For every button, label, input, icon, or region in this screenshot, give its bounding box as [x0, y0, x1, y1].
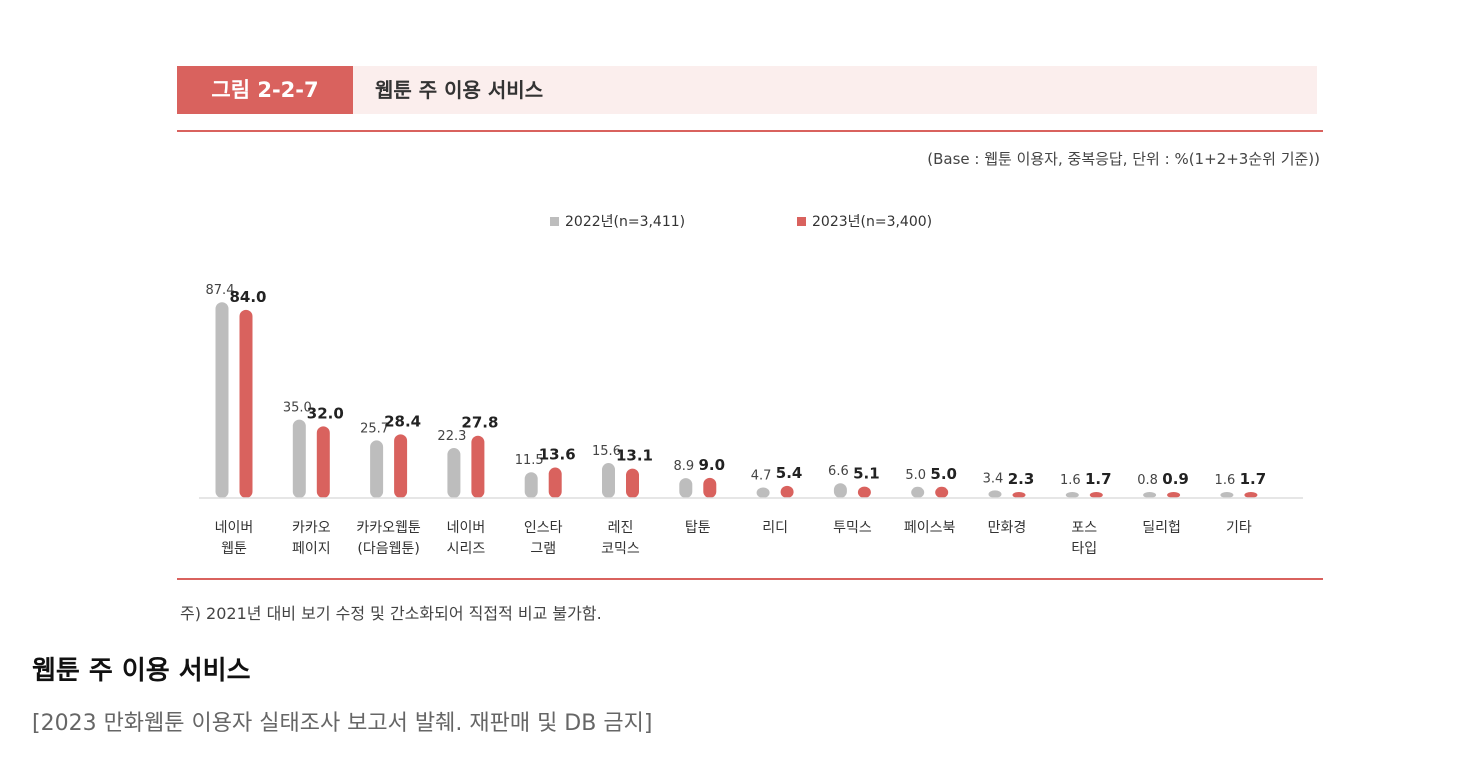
bar-1-1 [316, 426, 330, 498]
bar-9-0 [911, 486, 925, 498]
value-label-4-1: 13.6 [539, 446, 576, 464]
bar-0-1 [239, 309, 253, 498]
legend-label-1: 2023년(n=3,400) [812, 214, 932, 230]
bar-3-1 [471, 435, 485, 498]
bar-chart: 2022년(n=3,411) 2023년(n=3,400) 87.484.0 35.… [199, 214, 1303, 557]
category-label-12-0: 딜리헙 [1142, 520, 1181, 536]
value-label-2-0: 25.7 [360, 421, 389, 436]
bar-3-0 [447, 448, 461, 498]
category-label-2-0: 카카오웹툰 [356, 520, 421, 536]
value-label-9-0: 5.0 [905, 468, 926, 483]
value-label-8-0: 6.6 [828, 464, 849, 479]
value-label-4-0: 11.5 [515, 453, 544, 468]
value-label-11-1: 1.7 [1085, 470, 1112, 488]
category-label-4-1: 그램 [530, 541, 556, 557]
bar-8-1 [857, 486, 871, 498]
value-label-12-0: 0.8 [1137, 473, 1158, 488]
category-label-3-0: 네이버 [447, 520, 486, 536]
category-label-8-0: 투믹스 [833, 520, 872, 536]
category-label-7-0: 리디 [762, 520, 788, 536]
category-label-2-1: (다음웹툰) [357, 541, 419, 557]
value-label-10-1: 2.3 [1008, 470, 1035, 488]
footer-divider [177, 578, 1323, 580]
category-label-9-0: 페이스북 [904, 520, 956, 536]
legend-label-0: 2022년(n=3,411) [565, 214, 685, 230]
header-divider [177, 130, 1323, 132]
bar-6-0 [679, 478, 693, 498]
chart-bars: 87.484.0 35.032.0 25.728.4 22.327.8 11.513.6… [206, 283, 1267, 498]
base-note: (Base : 웹툰 이용자, 중복응답, 단위 : %(1+2+3순위 기준)… [927, 150, 1320, 168]
bar-8-0 [833, 483, 847, 498]
category-label-0-1: 웹툰 [221, 541, 247, 557]
value-label-5-0: 15.6 [592, 444, 621, 459]
legend-swatch-0 [550, 217, 559, 226]
bar-11-0 [1065, 492, 1079, 498]
value-label-7-0: 4.7 [751, 468, 772, 483]
bar-10-1 [1012, 492, 1026, 498]
value-label-6-0: 8.9 [673, 459, 694, 474]
value-label-11-0: 1.6 [1060, 473, 1081, 488]
category-label-0-0: 네이버 [215, 520, 254, 536]
bar-2-1 [394, 434, 408, 498]
category-label-10-0: 만화경 [988, 520, 1027, 536]
value-label-2-1: 28.4 [384, 412, 421, 430]
value-label-10-0: 3.4 [983, 471, 1004, 486]
value-label-0-1: 84.0 [229, 288, 266, 306]
value-label-5-1: 13.1 [616, 447, 653, 465]
value-label-1-0: 35.0 [283, 401, 312, 416]
value-label-6-1: 9.0 [699, 456, 726, 474]
bar-12-1 [1167, 492, 1181, 498]
value-label-1-1: 32.0 [307, 404, 344, 422]
bar-2-0 [370, 440, 384, 498]
category-label-11-0: 포스 [1071, 520, 1097, 536]
category-label-5-1: 코믹스 [601, 541, 640, 557]
bar-13-1 [1244, 492, 1258, 498]
value-label-3-0: 22.3 [437, 429, 466, 444]
bar-7-0 [756, 487, 770, 498]
category-label-11-1: 타입 [1071, 541, 1097, 557]
category-label-5-0: 레진 [608, 520, 634, 536]
caption-title: 웹툰 주 이용 서비스 [32, 656, 251, 686]
figure-header: 그림 2-2-7 웹툰 주 이용 서비스 [177, 66, 1317, 114]
category-label-13-0: 기타 [1226, 520, 1252, 536]
bar-1-0 [292, 419, 306, 498]
category-label-6-0: 탑툰 [685, 520, 711, 536]
bar-10-0 [988, 490, 1002, 498]
category-label-1-0: 카카오 [292, 520, 331, 536]
value-label-13-0: 1.6 [1215, 473, 1236, 488]
bar-0-0 [215, 302, 229, 498]
caption-source: [2023 만화웹툰 이용자 실태조사 보고서 발췌. 재판매 및 DB 금지] [32, 711, 653, 736]
legend-swatch-1 [797, 217, 806, 226]
footnote: 주) 2021년 대비 보기 수정 및 간소화되어 직접적 비교 불가함. [180, 604, 602, 623]
bar-5-1 [626, 468, 639, 498]
value-label-9-1: 5.0 [930, 465, 957, 483]
value-label-0-0: 87.4 [206, 283, 235, 298]
value-label-7-1: 5.4 [776, 464, 803, 482]
bar-7-1 [780, 485, 794, 498]
bar-5-0 [602, 463, 615, 498]
category-label-1-1: 페이지 [292, 541, 331, 557]
category-label-4-0: 인스타 [524, 520, 563, 536]
bar-4-0 [524, 472, 538, 498]
value-label-3-1: 27.8 [461, 414, 498, 432]
bar-4-1 [548, 467, 562, 498]
bar-11-1 [1089, 492, 1103, 498]
category-label-3-1: 시리즈 [447, 541, 486, 557]
bar-12-0 [1143, 492, 1157, 498]
figure-title: 웹툰 주 이용 서비스 [375, 78, 544, 102]
chart-legend: 2022년(n=3,411) 2023년(n=3,400) [550, 214, 932, 230]
value-label-8-1: 5.1 [853, 465, 880, 483]
value-label-12-1: 0.9 [1162, 470, 1189, 488]
figure-label: 그림 2-2-7 [177, 66, 353, 114]
bar-6-1 [703, 477, 717, 498]
value-label-13-1: 1.7 [1240, 470, 1267, 488]
bar-13-0 [1220, 492, 1234, 498]
bar-9-1 [935, 486, 949, 498]
